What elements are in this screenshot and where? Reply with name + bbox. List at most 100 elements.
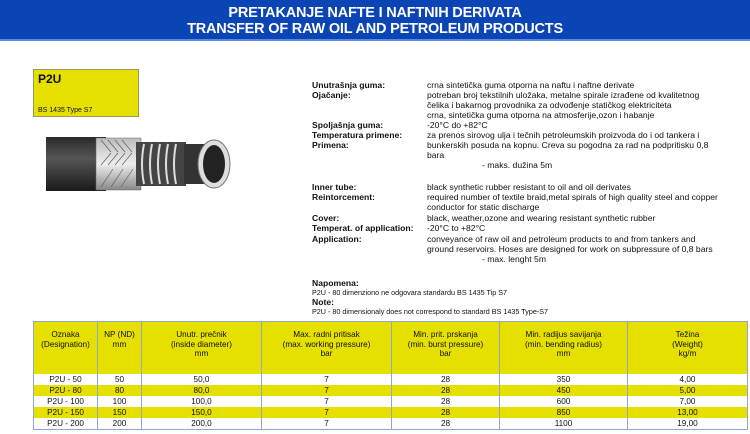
spec-value: - maks. dužina 5m	[482, 160, 553, 170]
spec-label: Inner tube:	[312, 182, 357, 192]
spec-label: Primena:	[312, 140, 349, 150]
column-header: NP (ND) mm	[97, 321, 142, 374]
column-header: Min. prit. prskanja (min. burst pressure)…	[391, 321, 500, 374]
note-text: P2U - 80 dimensionaly does not correspon…	[312, 307, 549, 316]
table-cell: 19,00	[627, 418, 748, 430]
table-row: P2U - 50 50 50,0 7 28 350 4,00	[33, 373, 748, 385]
table-cell: 100,0	[141, 395, 262, 408]
table-row: P2U - 150 150 150,0 7 28 850 13,00	[33, 407, 748, 419]
table-cell: 80	[97, 384, 142, 396]
table-cell: 7	[261, 384, 392, 396]
table-cell: 7	[261, 373, 392, 385]
table-cell: 28	[391, 373, 500, 385]
column-header-line: Unutr. prečnik	[176, 330, 227, 339]
spec-label: Cover:	[312, 213, 340, 223]
napomena-label: Napomena:	[312, 278, 359, 288]
column-header: Min. radijus savijanja (min. bending radi…	[499, 321, 628, 374]
table-cell: 450	[499, 384, 628, 396]
column-header: Unutr. prečnik (inside diameter) mm	[141, 321, 262, 374]
spec-value: crna, sintetička guma otporna na atmosfe…	[427, 110, 655, 120]
spec-label: Temperatura primene:	[312, 130, 403, 140]
column-header-line: (max. working pressure)	[282, 339, 371, 349]
column-header-line: (Designation)	[41, 339, 90, 349]
spec-value: potreban broj tekstilnih uložaka, metaln…	[427, 90, 700, 100]
table-cell: 600	[499, 395, 628, 408]
column-header-line: (Weight)	[672, 339, 703, 349]
table-cell: 7,00	[627, 395, 748, 408]
spec-label: Unutrašnja guma:	[312, 80, 386, 90]
page-header: PRETAKANJE NAFTE I NAFTNIH DERIVATA TRAN…	[0, 0, 750, 41]
column-header-line: (inside diameter)	[171, 339, 232, 349]
table-cell: 150	[97, 407, 142, 419]
product-standard: BS 1435 Type S7	[38, 107, 93, 114]
table-cell: 100	[97, 395, 142, 408]
title-serbian: PRETAKANJE NAFTE I NAFTNIH DERIVATA	[228, 5, 522, 21]
table-cell: 7	[261, 407, 392, 419]
column-header-line: mm	[112, 339, 127, 349]
table-cell: 13,00	[627, 407, 748, 419]
column-header-line: (min. burst pressure)	[407, 339, 484, 349]
column-header-line: NP (ND)	[104, 330, 135, 339]
spec-label: Application:	[312, 234, 362, 244]
table-cell: 28	[391, 395, 500, 408]
spec-value: conveyance of raw oil and petroleum prod…	[427, 234, 696, 244]
table-cell: 28	[391, 384, 500, 396]
spec-value: ground reservoirs. Hoses are designed fo…	[427, 244, 713, 254]
table-cell: P2U - 50	[33, 373, 98, 385]
column-header-line: (min. bending radius)	[525, 339, 602, 349]
napomena-text: P2U - 80 dimenziono ne odgovara standard…	[312, 288, 507, 297]
column-header-line: Min. radijus savijanja	[525, 330, 602, 339]
column-header-line: bar	[320, 349, 333, 359]
column-header-line: Težina	[675, 330, 700, 339]
spec-value: bara	[427, 150, 445, 160]
spec-value: bunkerskih posuda na kopnu. Creva su pog…	[427, 140, 709, 150]
column-header: Težina (Weight) kg/m	[627, 321, 748, 374]
spec-label: Temperat. of application:	[312, 223, 414, 233]
note-label: Note:	[312, 297, 334, 307]
table-cell: 7	[261, 418, 392, 430]
table-cell: 80,0	[141, 384, 262, 396]
column-header-line: mm	[556, 349, 571, 359]
product-badge: P2U BS 1435 Type S7	[33, 69, 139, 117]
table-row: P2U - 200 200 200,0 7 28 1100 19,00	[33, 418, 748, 430]
column-header-line: Min. prit. prskanja	[413, 330, 478, 339]
table-cell: 350	[499, 373, 628, 385]
column-header: Max. radni pritisak (max. working pressur…	[261, 321, 392, 374]
column-header-line: bar	[439, 349, 452, 359]
table-cell: 850	[499, 407, 628, 419]
table-cell: 28	[391, 407, 500, 419]
table-cell: 1100	[499, 418, 628, 430]
table-cell: 5,00	[627, 384, 748, 396]
table-cell: 28	[391, 418, 500, 430]
spec-value: required number of textile braid,metal s…	[427, 192, 718, 202]
column-header-line: Oznaka	[51, 330, 80, 339]
table-cell: 200	[97, 418, 142, 430]
table-row: P2U - 100 100 100,0 7 28 600 7,00	[33, 395, 748, 408]
column-header-line: kg/m	[678, 349, 697, 359]
table-cell: 200,0	[141, 418, 262, 430]
product-code: P2U	[38, 72, 62, 86]
spec-value: black synthetic rubber resistant to oil …	[427, 182, 631, 192]
table-cell: P2U - 80	[33, 384, 98, 396]
column-header-line: mm	[194, 349, 209, 359]
spec-label: Ojačanje:	[312, 90, 351, 100]
table-cell: 4,00	[627, 373, 748, 385]
table-cell: P2U - 100	[33, 395, 98, 408]
table-cell: 50,0	[141, 373, 262, 385]
specifications-table: Oznaka (Designation) NP (ND) mm Unutr. prečn…	[33, 321, 748, 431]
table-cell: 150,0	[141, 407, 262, 419]
table-row: P2U - 80 80 80,0 7 28 450 5,00	[33, 384, 748, 396]
spec-value: crna sintetička guma otporna na naftu i …	[427, 80, 635, 90]
spec-label: Spoljašnja guma:	[312, 120, 384, 130]
spec-value: za prenos sirovog ulja i tečnih petroleu…	[427, 130, 700, 140]
table-cell: P2U - 200	[33, 418, 98, 430]
title-english: TRANSFER OF RAW OIL AND PETROLEUM PRODUC…	[187, 21, 563, 37]
column-header: Oznaka (Designation)	[33, 321, 98, 374]
spec-value: - max. lenght 5m	[482, 254, 546, 264]
column-header-line: Max. radni pritisak	[293, 330, 360, 339]
spec-value: black, weather,ozone and wearing resista…	[427, 213, 656, 223]
table-cell: P2U - 150	[33, 407, 98, 419]
spec-value: -20°C to +82°C	[427, 223, 486, 233]
hose-image	[46, 137, 231, 191]
table-cell: 7	[261, 395, 392, 408]
